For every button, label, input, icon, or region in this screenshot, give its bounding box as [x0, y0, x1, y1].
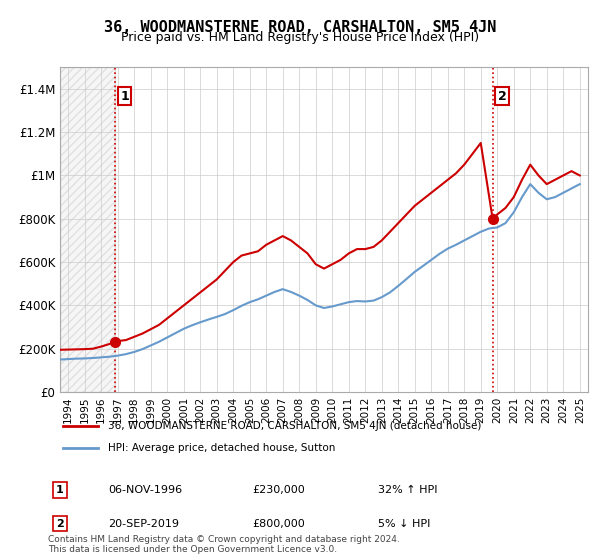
Text: 1: 1 [56, 485, 64, 495]
Text: 2: 2 [497, 90, 506, 102]
Text: Price paid vs. HM Land Registry's House Price Index (HPI): Price paid vs. HM Land Registry's House … [121, 31, 479, 44]
Bar [60, 67, 115, 392]
Text: 5% ↓ HPI: 5% ↓ HPI [378, 519, 430, 529]
Text: £230,000: £230,000 [252, 485, 305, 495]
Text: 20-SEP-2019: 20-SEP-2019 [108, 519, 179, 529]
Text: £800,000: £800,000 [252, 519, 305, 529]
Text: 06-NOV-1996: 06-NOV-1996 [108, 485, 182, 495]
Text: 2: 2 [56, 519, 64, 529]
Text: 1: 1 [120, 90, 129, 102]
Text: 36, WOODMANSTERNE ROAD, CARSHALTON, SM5 4JN (detached house): 36, WOODMANSTERNE ROAD, CARSHALTON, SM5 … [109, 421, 482, 431]
Text: 32% ↑ HPI: 32% ↑ HPI [378, 485, 437, 495]
Text: 36, WOODMANSTERNE ROAD, CARSHALTON, SM5 4JN: 36, WOODMANSTERNE ROAD, CARSHALTON, SM5 … [104, 20, 496, 35]
Text: HPI: Average price, detached house, Sutton: HPI: Average price, detached house, Sutt… [109, 443, 336, 453]
Text: Contains HM Land Registry data © Crown copyright and database right 2024.
This d: Contains HM Land Registry data © Crown c… [48, 535, 400, 554]
